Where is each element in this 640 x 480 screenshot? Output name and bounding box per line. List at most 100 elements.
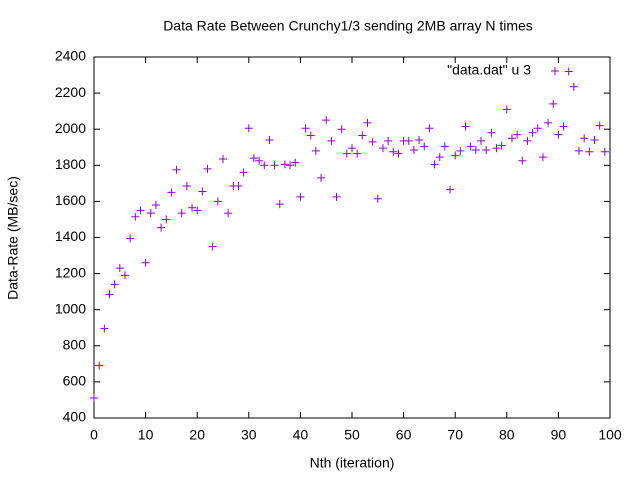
data-point	[296, 192, 305, 201]
data-point	[368, 137, 377, 146]
data-point	[590, 136, 599, 145]
data-point	[213, 197, 222, 206]
y-tick-label: 1800	[55, 156, 86, 172]
data-point	[569, 82, 578, 91]
x-tick-label: 100	[598, 427, 622, 443]
chart-title: Data Rate Between Crunchy1/3 sending 2MB…	[163, 18, 533, 34]
x-tick-label: 60	[396, 427, 412, 443]
data-point	[131, 212, 140, 221]
data-point	[291, 158, 300, 167]
data-point	[549, 99, 558, 108]
data-point	[378, 144, 387, 153]
data-point	[451, 151, 460, 160]
x-tick-label: 20	[189, 427, 205, 443]
data-point	[306, 131, 315, 140]
data-point	[255, 156, 264, 165]
data-point	[224, 209, 233, 218]
data-point	[244, 124, 253, 133]
data-point	[348, 144, 356, 153]
data-point	[177, 209, 186, 218]
data-point	[430, 160, 439, 169]
data-point	[265, 136, 274, 145]
x-axis-label: Nth (iteration)	[310, 455, 395, 471]
x-tick-label: 0	[90, 427, 98, 443]
data-point	[249, 154, 258, 163]
data-point	[126, 234, 135, 243]
data-point	[208, 242, 217, 251]
y-tick-label: 1200	[55, 264, 86, 280]
x-tick-label: 40	[293, 427, 309, 443]
data-point	[162, 215, 171, 224]
data-point	[146, 209, 155, 218]
data-point	[188, 203, 197, 212]
data-point	[595, 121, 604, 130]
data-point	[301, 124, 310, 133]
data-point	[193, 206, 202, 215]
x-tick-label: 10	[138, 427, 154, 443]
legend-label: "data.dat" u 3	[447, 62, 531, 78]
data-point	[404, 136, 413, 145]
data-point	[409, 145, 418, 154]
data-point	[507, 134, 516, 143]
data-point	[559, 122, 568, 131]
data-point	[234, 182, 243, 191]
y-tick-label: 2400	[55, 48, 86, 64]
data-point	[172, 165, 181, 174]
data-point	[492, 144, 501, 153]
data-point	[327, 136, 336, 145]
data-point	[373, 194, 382, 203]
data-point	[342, 149, 351, 158]
data-point	[394, 149, 403, 158]
x-tick-label: 80	[499, 427, 515, 443]
data-point	[440, 142, 449, 151]
data-point	[575, 146, 584, 155]
data-point	[353, 149, 362, 158]
data-point	[446, 185, 455, 194]
data-point	[280, 160, 289, 169]
data-point	[95, 361, 104, 370]
plot-border	[93, 56, 611, 419]
data-point	[435, 153, 444, 162]
x-tick-label: 30	[241, 427, 257, 443]
data-point	[471, 145, 480, 154]
data-point	[260, 161, 269, 170]
data-point	[358, 131, 367, 140]
y-tick-label: 600	[63, 373, 87, 389]
y-tick-label: 1600	[55, 192, 86, 208]
y-tick-label: 1000	[55, 300, 86, 316]
data-point	[219, 154, 227, 163]
data-point	[270, 161, 279, 170]
data-point	[513, 130, 522, 139]
data-point	[420, 142, 429, 151]
data-point	[528, 128, 537, 137]
data-point	[585, 147, 594, 156]
x-tick-label: 70	[447, 427, 463, 443]
data-point	[554, 130, 563, 139]
data-point	[544, 118, 553, 127]
data-point	[151, 201, 160, 210]
data-point	[239, 168, 248, 177]
data-point	[384, 136, 393, 145]
y-tick-label: 2200	[55, 84, 86, 100]
data-point	[533, 124, 542, 133]
data-point	[461, 122, 470, 131]
data-point	[157, 223, 166, 232]
data-point	[518, 156, 527, 165]
y-tick-label: 400	[63, 409, 87, 425]
y-tick-label: 800	[63, 337, 87, 353]
data-point	[502, 105, 511, 114]
data-point	[425, 124, 434, 133]
data-point	[389, 147, 398, 156]
data-point	[482, 145, 491, 154]
data-point	[332, 192, 341, 201]
y-tick-label: 1400	[55, 228, 86, 244]
data-point	[100, 324, 109, 333]
data-point	[564, 67, 573, 76]
data-point	[136, 206, 145, 215]
data-point	[115, 264, 124, 273]
y-tick-label: 2000	[55, 120, 86, 136]
x-tick-label: 50	[344, 427, 360, 443]
legend-marker	[551, 67, 559, 75]
data-point	[477, 136, 485, 145]
